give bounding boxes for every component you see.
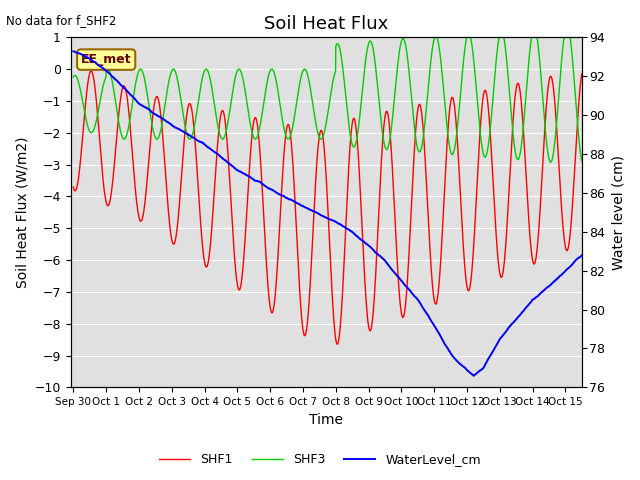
WaterLevel_cm bbox=[513, 315, 521, 321]
WaterLevel_cm bbox=[470, 373, 477, 379]
SHF1 bbox=[127, 139, 135, 145]
Legend: SHF1, SHF3, WaterLevel_cm: SHF1, SHF3, WaterLevel_cm bbox=[154, 448, 486, 471]
SHF3 bbox=[127, 108, 135, 114]
Text: EE_met: EE_met bbox=[81, 53, 131, 66]
SHF3 bbox=[69, 74, 77, 80]
WaterLevel_cm bbox=[568, 262, 576, 267]
SHF1 bbox=[333, 341, 341, 347]
WaterLevel_cm bbox=[127, 93, 135, 98]
WaterLevel_cm bbox=[69, 48, 77, 54]
SHF1 bbox=[568, 207, 576, 213]
Line: SHF1: SHF1 bbox=[73, 71, 582, 344]
SHF1 bbox=[513, 81, 521, 86]
WaterLevel_cm bbox=[157, 115, 165, 120]
SHF3 bbox=[578, 158, 586, 164]
SHF1 bbox=[264, 289, 272, 295]
SHF1 bbox=[287, 132, 294, 138]
SHF3 bbox=[547, 159, 554, 165]
SHF3 bbox=[568, 53, 576, 59]
SHF3 bbox=[513, 156, 521, 162]
SHF3 bbox=[264, 74, 272, 80]
WaterLevel_cm bbox=[578, 252, 586, 258]
SHF3 bbox=[287, 133, 294, 139]
SHF1 bbox=[158, 120, 166, 126]
Y-axis label: Soil Heat Flux (W/m2): Soil Heat Flux (W/m2) bbox=[15, 137, 29, 288]
SHF1 bbox=[69, 184, 77, 190]
SHF1 bbox=[87, 68, 95, 74]
X-axis label: Time: Time bbox=[309, 413, 343, 427]
WaterLevel_cm bbox=[264, 185, 272, 191]
Line: WaterLevel_cm: WaterLevel_cm bbox=[73, 51, 582, 376]
Title: Soil Heat Flux: Soil Heat Flux bbox=[264, 15, 388, 33]
Text: No data for f_SHF2: No data for f_SHF2 bbox=[6, 14, 116, 27]
Line: SHF3: SHF3 bbox=[73, 26, 582, 162]
Y-axis label: Water level (cm): Water level (cm) bbox=[611, 155, 625, 270]
WaterLevel_cm bbox=[287, 197, 294, 203]
SHF1 bbox=[578, 71, 586, 77]
SHF3 bbox=[157, 124, 165, 130]
SHF3 bbox=[563, 23, 571, 29]
